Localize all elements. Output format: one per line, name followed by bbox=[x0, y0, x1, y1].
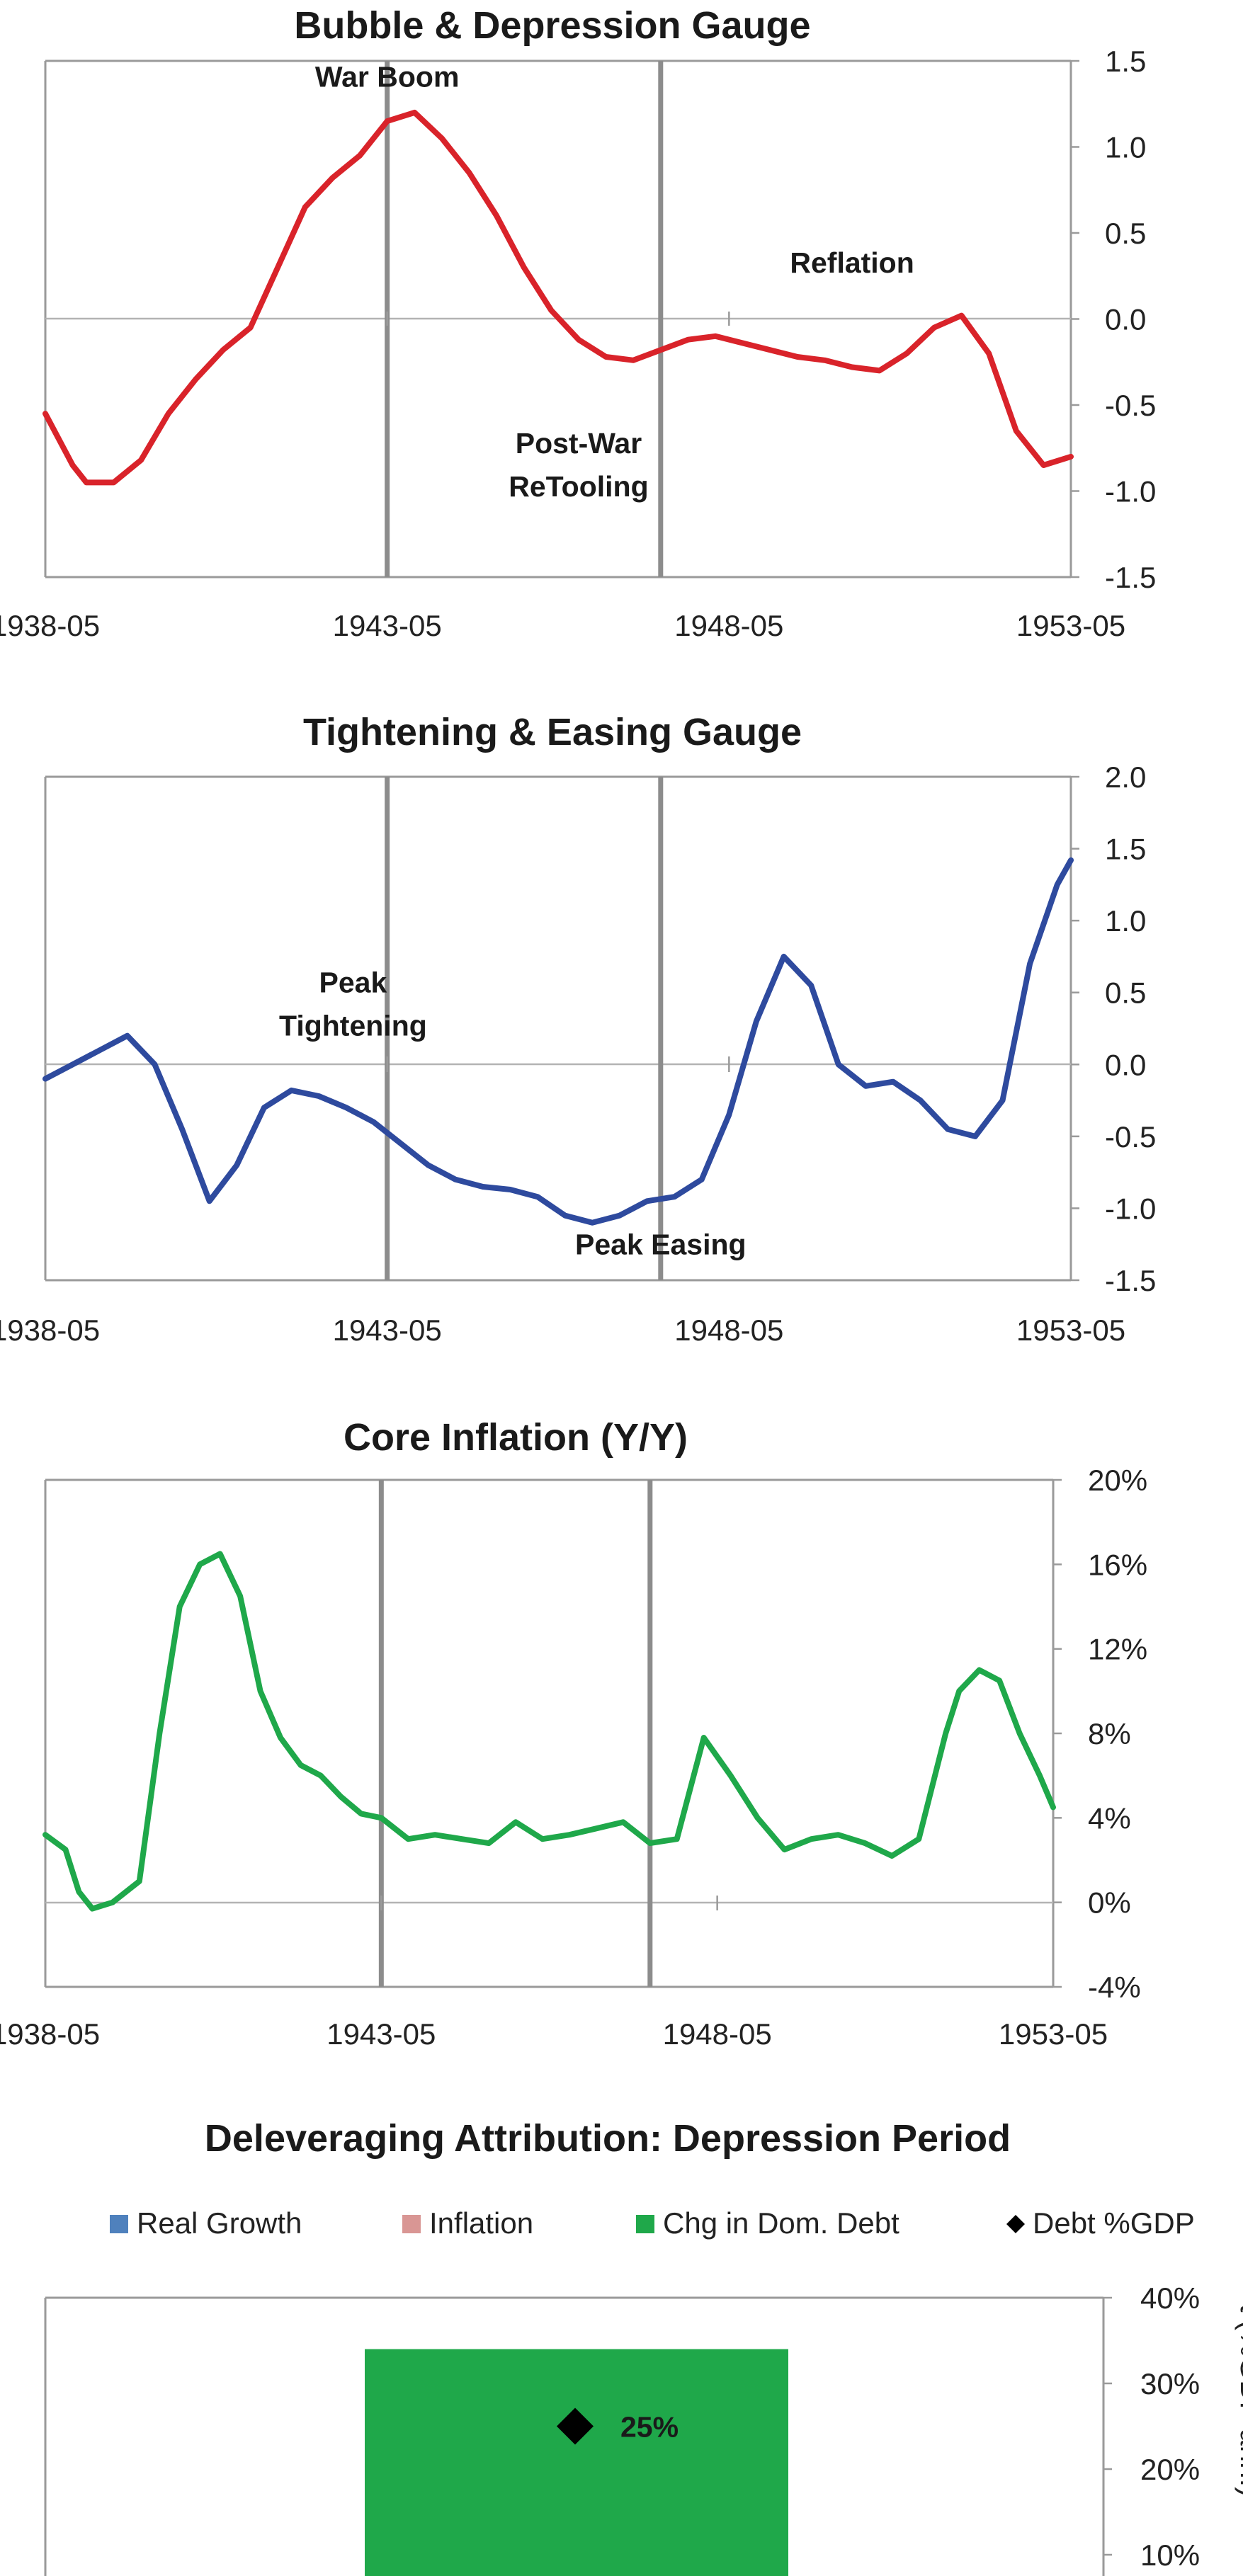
legend-swatch bbox=[636, 2215, 654, 2233]
x-tick-label: 1953-05 bbox=[1016, 1313, 1125, 1347]
y-tick-label: 4% bbox=[1088, 1801, 1131, 1835]
chart-title: Core Inflation (Y/Y) bbox=[344, 1416, 688, 1459]
core-inflation-chart: Core Inflation (Y/Y) 20%16%12%8%4%0%-4% … bbox=[0, 1416, 1147, 2051]
x-tick-label: 1953-05 bbox=[999, 2017, 1108, 2051]
y-tick-label: 0% bbox=[1088, 1886, 1131, 1920]
y-tick-label: 1.5 bbox=[1105, 45, 1146, 78]
x-tick-label: 1948-05 bbox=[674, 1313, 783, 1347]
y-axis-ticks: 20% 16% 12% 8% 4% 0% -4% bbox=[1053, 1464, 1147, 2004]
y-tick-label: 2.0 bbox=[1105, 760, 1146, 794]
y-tick-label: -0.5 bbox=[1105, 389, 1156, 422]
y-tick-label: 8% bbox=[1088, 1717, 1131, 1750]
event-lines bbox=[385, 777, 664, 1280]
legend-label: Chg in Dom. Debt bbox=[663, 2206, 899, 2240]
x-tick-label: 1953-05 bbox=[1016, 609, 1125, 642]
legend-label: Debt %GDP bbox=[1033, 2206, 1195, 2240]
x-axis-ticks: 1938-05 1943-05 1948-05 1953-05 bbox=[0, 1056, 1125, 1347]
y-tick-label: 1.5 bbox=[1105, 833, 1146, 866]
y-tick-label: 1.0 bbox=[1105, 904, 1146, 937]
y-tick-label: 16% bbox=[1088, 1548, 1147, 1581]
y-tick-label: -1.5 bbox=[1105, 1264, 1156, 1297]
annotation-label: Peak Easing bbox=[575, 1228, 747, 1260]
legend-label: Real Growth bbox=[137, 2206, 302, 2240]
annotation-label: Reflation bbox=[790, 246, 914, 279]
y-tick-label: -1.5 bbox=[1105, 561, 1156, 594]
y-axis-ticks: 2.0 1.5 1.0 0.5 0.0 -0.5 -1.0 -1.5 bbox=[1071, 760, 1156, 1297]
annotation-label: Tightening bbox=[279, 1010, 427, 1042]
y-tick-label: 12% bbox=[1088, 1633, 1147, 1666]
annotation-label: War Boom bbox=[315, 60, 459, 93]
y-tick-label: 0.0 bbox=[1105, 1048, 1146, 1081]
y-tick-label: 40% bbox=[1140, 2281, 1200, 2315]
chart-title: Bubble & Depression Gauge bbox=[294, 4, 810, 47]
y-tick-label: 10% bbox=[1140, 2538, 1200, 2572]
y-tick-label: 0.5 bbox=[1105, 976, 1146, 1010]
y-tick-label: 0.0 bbox=[1105, 303, 1146, 336]
chg-dom-debt-bar bbox=[365, 2349, 788, 2576]
y-axis-title: t (%GDP ann.) bbox=[1235, 2304, 1243, 2497]
y-tick-label: 20% bbox=[1140, 2453, 1200, 2486]
debt-gdp-marker bbox=[557, 2407, 594, 2445]
x-tick-label: 1948-05 bbox=[663, 2017, 772, 2051]
legend-swatch bbox=[402, 2215, 421, 2233]
y-tick-label: -1.0 bbox=[1105, 1192, 1156, 1225]
x-axis-ticks: 1938-05 1943-05 1948-05 1953-05 bbox=[0, 1896, 1108, 2051]
y-tick-label: -1.0 bbox=[1105, 475, 1156, 508]
legend: Real Growth Inflation Chg in Dom. Debt Debt… bbox=[110, 2206, 1195, 2240]
deleveraging-attribution-chart: Deleveraging Attribution: Depression Per… bbox=[44, 2117, 1243, 2576]
y-tick-label: 0.5 bbox=[1105, 217, 1146, 250]
y-tick-label: -0.5 bbox=[1105, 1120, 1156, 1153]
x-tick-label: 1943-05 bbox=[333, 609, 442, 642]
legend-marker bbox=[1006, 2215, 1025, 2233]
chart-title: Tightening & Easing Gauge bbox=[303, 711, 802, 753]
gauge-line bbox=[42, 857, 1074, 1226]
y-tick-label: -4% bbox=[1088, 1971, 1141, 2004]
bubble-depression-chart: Bubble & Depression Gauge 1.5 1.0 0.5 0.0 -0… bbox=[0, 4, 1156, 642]
annotation-label: ReTooling bbox=[509, 470, 648, 503]
y-tick-label: 1.0 bbox=[1105, 131, 1146, 164]
gauge-line bbox=[42, 109, 1074, 486]
tightening-easing-chart: Tightening & Easing Gauge 2.0 1.5 1.0 0.5 0.… bbox=[0, 711, 1156, 1347]
annotation-label: Post-War bbox=[516, 427, 642, 460]
y-tick-label: 20% bbox=[1088, 1464, 1147, 1497]
y-axis-ticks: 40% 30% 20% 10% bbox=[1103, 2281, 1200, 2572]
x-tick-label: 1943-05 bbox=[333, 1313, 442, 1347]
legend-swatch bbox=[110, 2215, 128, 2233]
inflation-line bbox=[42, 1551, 1056, 1912]
y-tick-label: 30% bbox=[1140, 2367, 1200, 2400]
legend-label: Inflation bbox=[429, 2206, 533, 2240]
annotations: Peak Tightening Peak Easing bbox=[279, 967, 747, 1261]
annotations: War Boom Post-War ReTooling Reflation bbox=[315, 60, 914, 502]
x-tick-label: 1938-05 bbox=[0, 609, 100, 642]
annotation-label: Peak bbox=[319, 967, 387, 999]
x-tick-label: 1943-05 bbox=[327, 2017, 436, 2051]
x-tick-label: 1938-05 bbox=[0, 2017, 100, 2051]
event-lines bbox=[378, 1480, 653, 1987]
chart-title: Deleveraging Attribution: Depression Per… bbox=[205, 2117, 1011, 2160]
x-tick-label: 1948-05 bbox=[674, 609, 783, 642]
debt-gdp-data-label: 25% bbox=[620, 2411, 679, 2444]
x-axis-ticks: 1938-05 1943-05 1948-05 1953-05 bbox=[0, 312, 1125, 642]
x-tick-label: 1938-05 bbox=[0, 1313, 100, 1347]
y-axis-ticks: 1.5 1.0 0.5 0.0 -0.5 -1.0 -1.5 bbox=[1071, 45, 1156, 594]
